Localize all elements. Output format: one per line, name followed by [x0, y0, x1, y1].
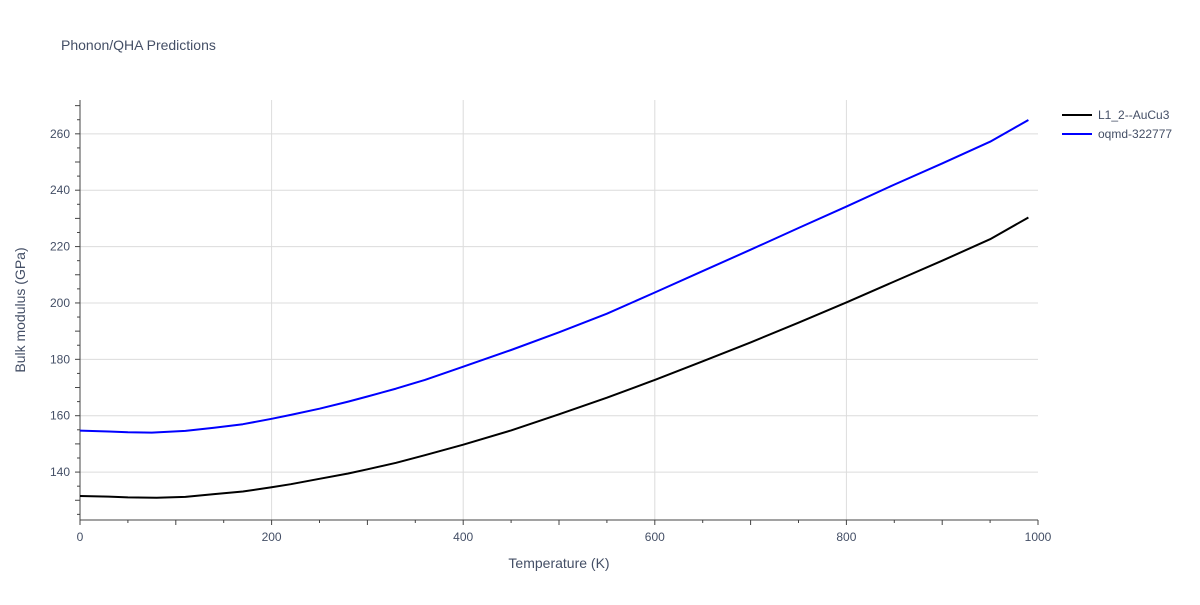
y-axis-title: Bulk modulus (GPa) [12, 247, 28, 372]
x-tick-label: 200 [262, 530, 282, 544]
series-line [79, 119, 1029, 434]
grid-layer [80, 100, 1038, 520]
x-tick-label: 800 [836, 530, 856, 544]
legend-item[interactable]: L1_2--AuCu3 [1062, 108, 1170, 122]
x-tick-label: 1000 [1025, 530, 1052, 544]
y-tick-label: 240 [50, 183, 70, 197]
series-line [79, 216, 1029, 499]
x-tick-label: 0 [77, 530, 84, 544]
series-layer [79, 119, 1029, 499]
chart-title: Phonon/QHA Predictions [61, 37, 216, 53]
x-axis-title: Temperature (K) [508, 555, 609, 571]
x-tick-label: 400 [453, 530, 473, 544]
y-tick-label: 200 [50, 296, 70, 310]
y-tick-label: 140 [50, 465, 70, 479]
y-tick-label: 260 [50, 127, 70, 141]
x-tick-label: 600 [645, 530, 665, 544]
y-tick-label: 180 [50, 352, 70, 366]
legend[interactable]: L1_2--AuCu3 oqmd-322777 [1062, 108, 1172, 141]
y-tick-label: 160 [50, 409, 70, 423]
axes-layer: 0 200 400 600 800 1000 140 160 180 200 220 240 260 [50, 100, 1052, 544]
legend-label: L1_2--AuCu3 [1098, 108, 1170, 122]
legend-item[interactable]: oqmd-322777 [1062, 127, 1172, 141]
y-tick-label: 220 [50, 240, 70, 254]
legend-label: oqmd-322777 [1098, 127, 1172, 141]
